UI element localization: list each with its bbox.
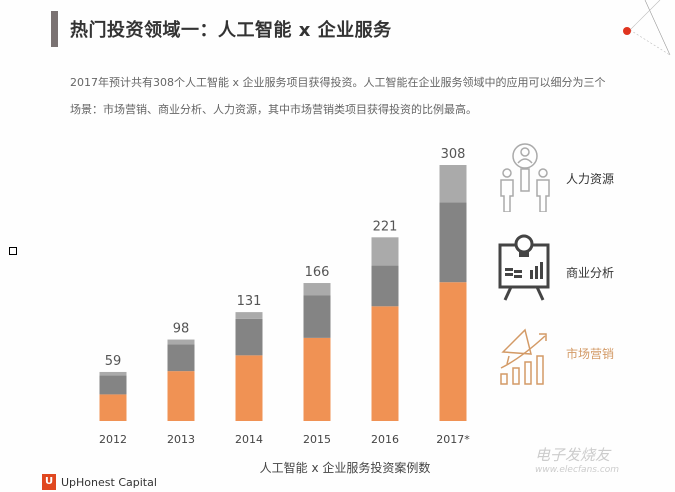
selection-handle[interactable] xyxy=(9,247,17,255)
bar-segment xyxy=(303,283,331,296)
bar-segment xyxy=(235,318,263,356)
bar-segment xyxy=(167,339,195,345)
bar-segment xyxy=(303,295,331,338)
bar-total-label: 166 xyxy=(305,265,330,280)
x-tick-label: 2014 xyxy=(235,433,263,446)
x-tick-label: 2015 xyxy=(303,433,331,446)
bar-segment xyxy=(99,394,127,421)
bar-segment xyxy=(371,237,399,266)
bar-segment xyxy=(439,282,467,421)
x-tick-label: 2012 xyxy=(99,433,127,446)
watermark-text: 电子发烧友 xyxy=(535,446,611,464)
megaphone-growth-icon xyxy=(500,328,547,385)
logo-text: UpHonest Capital xyxy=(61,475,157,489)
logo-mark: U xyxy=(42,474,56,490)
bar-total-label: 308 xyxy=(441,147,466,162)
bar-segment xyxy=(167,371,195,421)
monitor-lightbulb-chart-icon xyxy=(498,234,550,301)
bar-segment xyxy=(235,355,263,421)
bar-total-label: 131 xyxy=(237,294,262,309)
title-accent-bar xyxy=(51,11,58,47)
bar-segment xyxy=(371,265,399,307)
people-search-icon xyxy=(500,143,550,212)
legend-label-hr: 人力资源 xyxy=(566,172,615,186)
bar-segment xyxy=(371,306,399,421)
bar-total-label: 98 xyxy=(173,322,190,337)
watermark-url: www.elecfans.com xyxy=(535,465,620,475)
legend-label-marketing: 市场营销 xyxy=(566,347,615,361)
description-line-2: 场景：市场营销、商业分析、人力资源，其中市场营销类项目获得投资的比例最高。 xyxy=(70,103,477,116)
legend-label-business-analysis: 商业分析 xyxy=(566,266,615,280)
x-tick-label: 2017* xyxy=(436,433,470,446)
network-decoration xyxy=(623,0,671,56)
bar-segment xyxy=(99,375,127,395)
bar-total-label: 59 xyxy=(105,354,122,369)
description-line-1: 2017年预计共有308个人工智能 x 企业服务项目获得投资。人工智能在企业服务… xyxy=(70,76,606,89)
x-tick-label: 2016 xyxy=(371,433,399,446)
watermark: 电子发烧友 www.elecfans.com xyxy=(535,446,619,476)
bar-segment xyxy=(235,312,263,319)
bar-segment xyxy=(167,344,195,372)
page-title: 热门投资领域一：人工智能 x 企业服务 xyxy=(70,20,392,41)
bar-segment xyxy=(303,337,331,421)
company-logo: U UpHonest Capital xyxy=(42,474,157,490)
x-tick-label: 2013 xyxy=(167,433,195,446)
bar-total-label: 221 xyxy=(373,219,398,234)
chart-xlabel: 人工智能 x 企业服务投资案例数 xyxy=(259,461,431,475)
bar-segment xyxy=(439,202,467,283)
bar-segment xyxy=(99,371,127,376)
bar-segment xyxy=(439,165,467,203)
